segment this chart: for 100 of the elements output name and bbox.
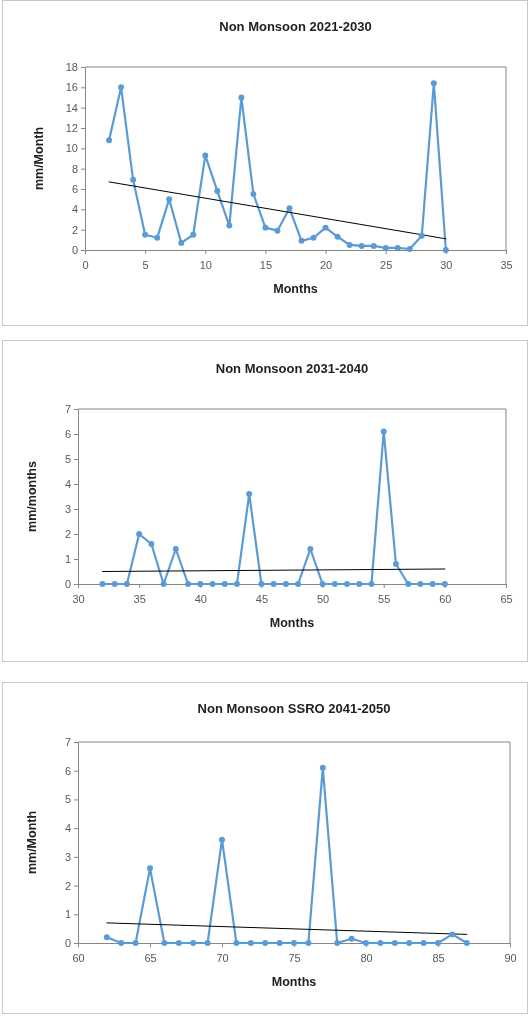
x-tick-label: 70: [216, 952, 229, 965]
point: [123, 581, 130, 587]
y-tick-label: 1: [64, 908, 71, 921]
point: [346, 241, 353, 248]
x-tick-label: 30: [72, 593, 85, 606]
point: [377, 940, 384, 946]
point: [204, 940, 211, 946]
y-tick-label: 0: [64, 937, 71, 950]
x-tick-label: 35: [500, 259, 513, 272]
point: [175, 940, 182, 946]
point: [368, 581, 375, 587]
y-tick-label: 4: [71, 203, 78, 216]
point: [295, 581, 302, 587]
y-tick-label: 18: [65, 61, 78, 74]
point: [282, 581, 289, 587]
point: [274, 227, 281, 234]
point: [420, 940, 427, 946]
point: [233, 940, 240, 946]
y-tick-label: 4: [64, 478, 71, 491]
point: [118, 84, 125, 91]
point: [154, 234, 161, 241]
x-axis-title: Months: [273, 282, 318, 296]
x-tick-label: 65: [500, 593, 513, 606]
point: [118, 940, 125, 946]
point: [246, 491, 253, 497]
x-tick-label: 0: [82, 259, 89, 272]
x-tick-label: 5: [142, 259, 149, 272]
point: [430, 80, 437, 87]
y-tick-label: 5: [64, 453, 71, 466]
y-tick-label: 3: [64, 850, 71, 863]
point: [136, 531, 143, 537]
y-tick-label: 0: [71, 244, 78, 257]
point: [449, 931, 456, 938]
point: [190, 940, 197, 946]
point: [334, 940, 341, 946]
point: [394, 244, 401, 251]
y-tick-label: 16: [65, 81, 78, 94]
point: [250, 191, 257, 198]
chart-title: Non Monsoon 2031-2040: [215, 361, 369, 376]
point: [233, 581, 240, 587]
x-tick-label: 15: [259, 259, 273, 272]
point: [238, 94, 245, 101]
point: [99, 581, 106, 587]
point: [270, 581, 277, 587]
chart-title: Non Monsoon 2021-2030: [219, 19, 372, 34]
point: [247, 940, 254, 946]
point: [358, 242, 365, 249]
y-tick-label: 2: [71, 223, 78, 236]
point: [406, 940, 413, 946]
x-tick-label: 55: [378, 593, 391, 606]
y-tick-label: 14: [65, 101, 78, 114]
point: [307, 546, 314, 552]
point: [262, 224, 269, 231]
y-tick-label: 7: [64, 736, 71, 749]
point: [202, 152, 209, 159]
x-tick-label: 65: [144, 952, 157, 965]
point: [160, 581, 167, 587]
point: [276, 940, 283, 946]
point: [380, 428, 387, 435]
point: [356, 581, 363, 587]
point: [214, 188, 221, 195]
point: [429, 581, 436, 587]
point: [344, 581, 351, 587]
y-tick-label: 5: [64, 793, 71, 806]
point: [130, 176, 137, 183]
chart-title: Non Monsoon SSRO 2041-2050: [197, 701, 391, 716]
y-tick-label: 10: [65, 142, 78, 155]
x-tick-label: 80: [360, 952, 373, 965]
point: [348, 935, 355, 942]
y-tick-label: 4: [64, 822, 71, 835]
point: [209, 581, 216, 587]
point: [221, 581, 228, 587]
x-tick-label: 60: [439, 593, 452, 606]
point: [142, 231, 149, 238]
x-tick-label: 20: [319, 259, 333, 272]
y-tick-label: 6: [64, 428, 71, 441]
point: [322, 224, 329, 231]
y-tick-label: 2: [64, 528, 71, 541]
y-tick-label: 12: [65, 122, 78, 135]
point: [262, 940, 269, 946]
point: [286, 205, 293, 212]
point: [406, 246, 413, 252]
y-tick-label: 3: [64, 503, 71, 516]
point: [132, 940, 139, 946]
x-axis-title: Months: [269, 616, 315, 630]
point: [391, 940, 398, 946]
y-axis-title: mm/Month: [25, 810, 39, 875]
x-tick-label: 50: [316, 593, 330, 606]
y-axis-title: mm/Month: [32, 126, 46, 191]
x-tick-label: 10: [199, 259, 212, 272]
point: [103, 934, 110, 941]
point: [382, 244, 389, 251]
x-tick-label: 60: [72, 952, 85, 965]
point: [219, 836, 225, 843]
y-tick-label: 6: [71, 183, 78, 196]
x-tick-label: 75: [288, 952, 301, 965]
y-tick-label: 2: [64, 879, 71, 892]
point: [178, 239, 185, 246]
y-tick-label: 7: [64, 403, 71, 416]
y-tick-label: 0: [64, 578, 71, 591]
